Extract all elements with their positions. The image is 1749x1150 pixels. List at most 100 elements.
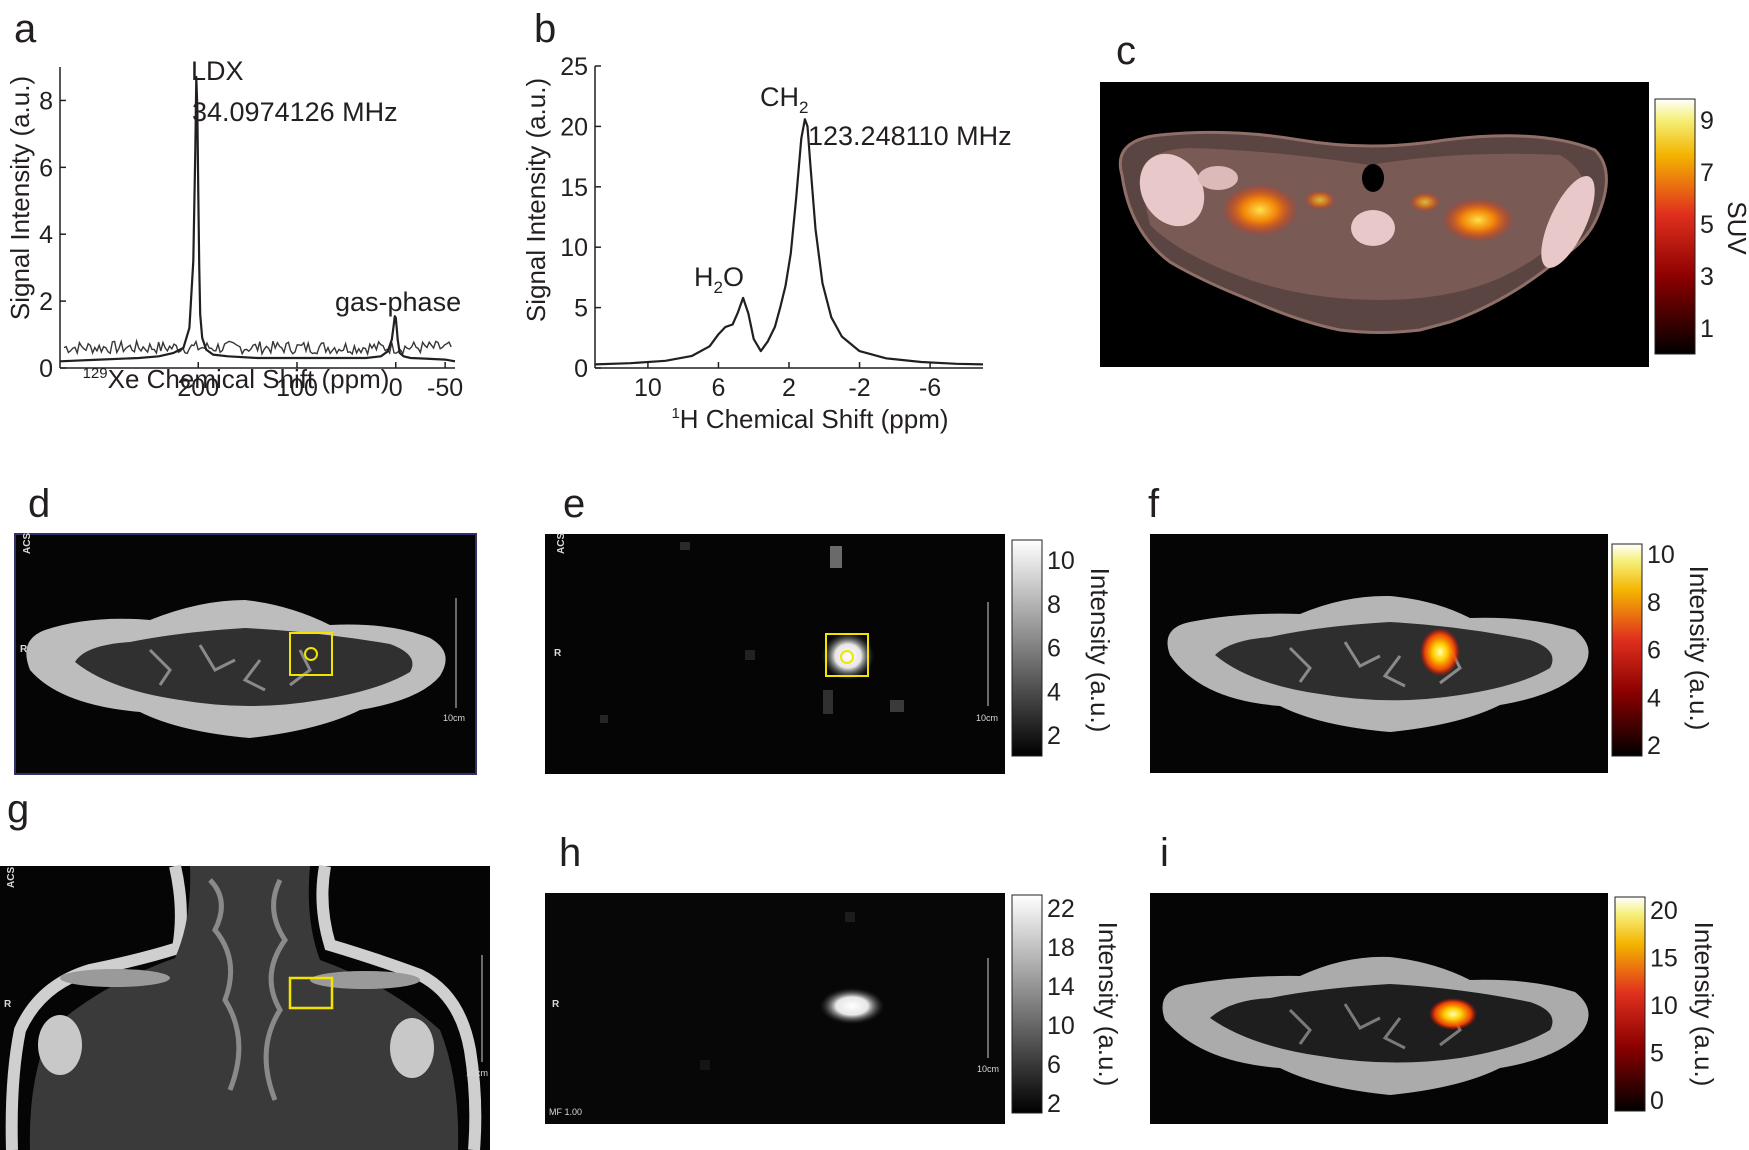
- panel-h: h R 10cm MF 1.00 22 18 14 10 6 2 Intensity (a…: [545, 831, 1123, 1124]
- voxel-roi-d[interactable]: [289, 632, 333, 676]
- colorbar-i-tick-label-2: 10: [1650, 992, 1678, 1020]
- spectro-image-h: [545, 893, 1005, 1124]
- colorbar-i: [1614, 896, 1646, 1112]
- colorbar-c-tick-label-2: 5: [1700, 211, 1714, 239]
- panel-a-peak-label: LDX: [191, 56, 244, 86]
- panel-a-ylabel: Signal Intensity (a.u.): [5, 76, 35, 320]
- mf-label-h: MF 1.00: [549, 1107, 582, 1117]
- voxel-center-e: [840, 650, 854, 664]
- y-tick-label-a-3: 6: [39, 154, 53, 182]
- orient-top-d: ACS: [22, 533, 33, 554]
- colorbar-i-tick-label-1: 15: [1650, 945, 1678, 973]
- voxel-roi-g[interactable]: [288, 976, 334, 1010]
- pixel-e2: [830, 546, 842, 568]
- spectro-image-e: [545, 534, 1005, 774]
- signal-hotspot-e: [822, 632, 874, 680]
- y-tick-label-b-0: 0: [574, 355, 588, 383]
- panel-letter-e: e: [563, 482, 585, 526]
- colorbar-h: [1011, 894, 1043, 1114]
- panel-letter-a: a: [14, 7, 37, 51]
- colorbar-i-ticks: 20 15 10 5 0: [1650, 897, 1678, 1115]
- y-tick-label-a-0: 0: [39, 355, 53, 383]
- panel-letter-c: c: [1116, 29, 1136, 73]
- panel-letter-b: b: [534, 7, 556, 51]
- panel-b-ch2-label: CH2: [760, 82, 808, 117]
- orient-left-e: R: [554, 648, 562, 659]
- pixel-e3: [745, 650, 755, 660]
- pet-uptake-left: [1222, 184, 1298, 236]
- x-tick-label-a-0: 200: [177, 374, 219, 402]
- pixel-e1: [680, 542, 690, 550]
- panel-letter-i: i: [1160, 831, 1169, 875]
- panel-b-water-o: O: [723, 262, 744, 292]
- colorbar-e-tick-label-4: 2: [1047, 722, 1061, 750]
- panel-a-xlabel-sup: 129: [83, 365, 108, 382]
- x-tick-label-b-1: 6: [712, 374, 726, 402]
- scale-label-e: 10cm: [976, 713, 998, 723]
- left-clavicle: [1198, 166, 1238, 190]
- pet-uptake-mid-left: [1304, 190, 1336, 210]
- y-tick-label-b-4: 20: [560, 113, 588, 141]
- colorbar-c-title: SUV: [1722, 201, 1749, 255]
- panel-b: b 0 5 10 15 20 25 10 6 2 -2 -6 Signal Intensity (a…: [521, 7, 1012, 434]
- axes-b: 0 5 10 15 20 25 10 6 2 -2 -6: [560, 53, 984, 402]
- signal-hotspot-f: [1420, 628, 1460, 676]
- panel-b-water-label: H2O: [694, 262, 744, 297]
- panel-c: c 9 7 5 3 1 SUV: [1100, 29, 1749, 367]
- colorbar-e-tick-label-3: 4: [1047, 678, 1061, 706]
- signal-hotspot-h: [820, 988, 884, 1024]
- spine-texture-g: [208, 878, 289, 1101]
- spectrum-line-a: [59, 75, 456, 363]
- panel-a-xlabel: 129Xe Chemical Shift (ppm): [83, 364, 390, 394]
- panel-b-xlabel-main: H Chemical Shift (ppm): [680, 404, 949, 434]
- orient-top-e: ACS: [556, 533, 567, 554]
- pixel-h1: [845, 912, 855, 922]
- right-humerus-g: [390, 1018, 434, 1078]
- y-tick-label-a-2: 4: [39, 221, 53, 249]
- panel-e: e ACS R 10cm 10 8 6 4 2 Intensity (a.u.): [545, 482, 1115, 774]
- x-tick-label-b-3: -2: [848, 374, 870, 402]
- panel-a-gas-label: gas-phase: [335, 287, 461, 317]
- left-shoulder-bone: [1139, 153, 1205, 227]
- colorbar-h-tick-label-4: 6: [1047, 1051, 1061, 1079]
- voxel-roi-e[interactable]: [825, 633, 869, 677]
- orient-left-g: R: [4, 999, 12, 1010]
- colorbar-e-ticks: 10 8 6 4 2: [1047, 547, 1075, 750]
- x-tick-label-b-4: -6: [919, 374, 941, 402]
- pixel-e5: [823, 690, 833, 714]
- colorbar-e-tick-label-0: 10: [1047, 547, 1075, 575]
- colorbar-h-tick-label-3: 10: [1047, 1012, 1075, 1040]
- colorbar-c-tick-label-4: 1: [1700, 315, 1714, 343]
- scale-label-d: 10cm: [443, 713, 465, 723]
- colorbar-h-tick-label-2: 14: [1047, 973, 1075, 1001]
- colorbar-e-title: Intensity (a.u.): [1085, 568, 1115, 733]
- colorbar-h-ticks: 22 18 14 10 6 2: [1047, 895, 1075, 1118]
- spectrum-line-b: [594, 118, 984, 366]
- colorbar-c-tick-label-3: 3: [1700, 263, 1714, 291]
- colorbar-i-tick-label-3: 5: [1650, 1040, 1664, 1068]
- panel-b-ylabel: Signal Intensity (a.u.): [521, 78, 551, 322]
- pixel-h2: [700, 1060, 710, 1070]
- colorbar-i-tick-label-0: 20: [1650, 897, 1678, 925]
- panel-a-xlabel-main: Xe Chemical Shift (ppm): [108, 364, 390, 394]
- left-clavicle-g: [60, 969, 170, 987]
- x-tick-label-a-1: 100: [276, 374, 318, 402]
- voxel-center-d: [304, 647, 318, 661]
- y-tick-label-a-1: 2: [39, 288, 53, 316]
- right-shoulder-bone: [1541, 176, 1595, 268]
- colorbar-h-tick-label-1: 18: [1047, 934, 1075, 962]
- colorbar-c-tick-label-0: 9: [1700, 107, 1714, 135]
- colorbar-h-tick-label-5: 2: [1047, 1090, 1061, 1118]
- colorbar-h-title: Intensity (a.u.): [1093, 922, 1123, 1087]
- signal-hotspot-i: [1429, 998, 1477, 1030]
- colorbar-e-tick-label-1: 8: [1047, 591, 1061, 619]
- colorbar-h-tick-label-0: 22: [1047, 895, 1075, 923]
- torso-g: [29, 866, 459, 1150]
- x-tick-label-b-0: 10: [634, 374, 662, 402]
- panel-a: a 0 2 4 6 8 200 100 0 -50 Signal Intensity (a.u.…: [5, 7, 463, 402]
- panel-b-water-h: H: [694, 262, 714, 292]
- trachea: [1362, 164, 1384, 192]
- colorbar-e: [1011, 539, 1043, 757]
- colorbar-f-ticks: 10 8 6 4 2: [1647, 541, 1675, 760]
